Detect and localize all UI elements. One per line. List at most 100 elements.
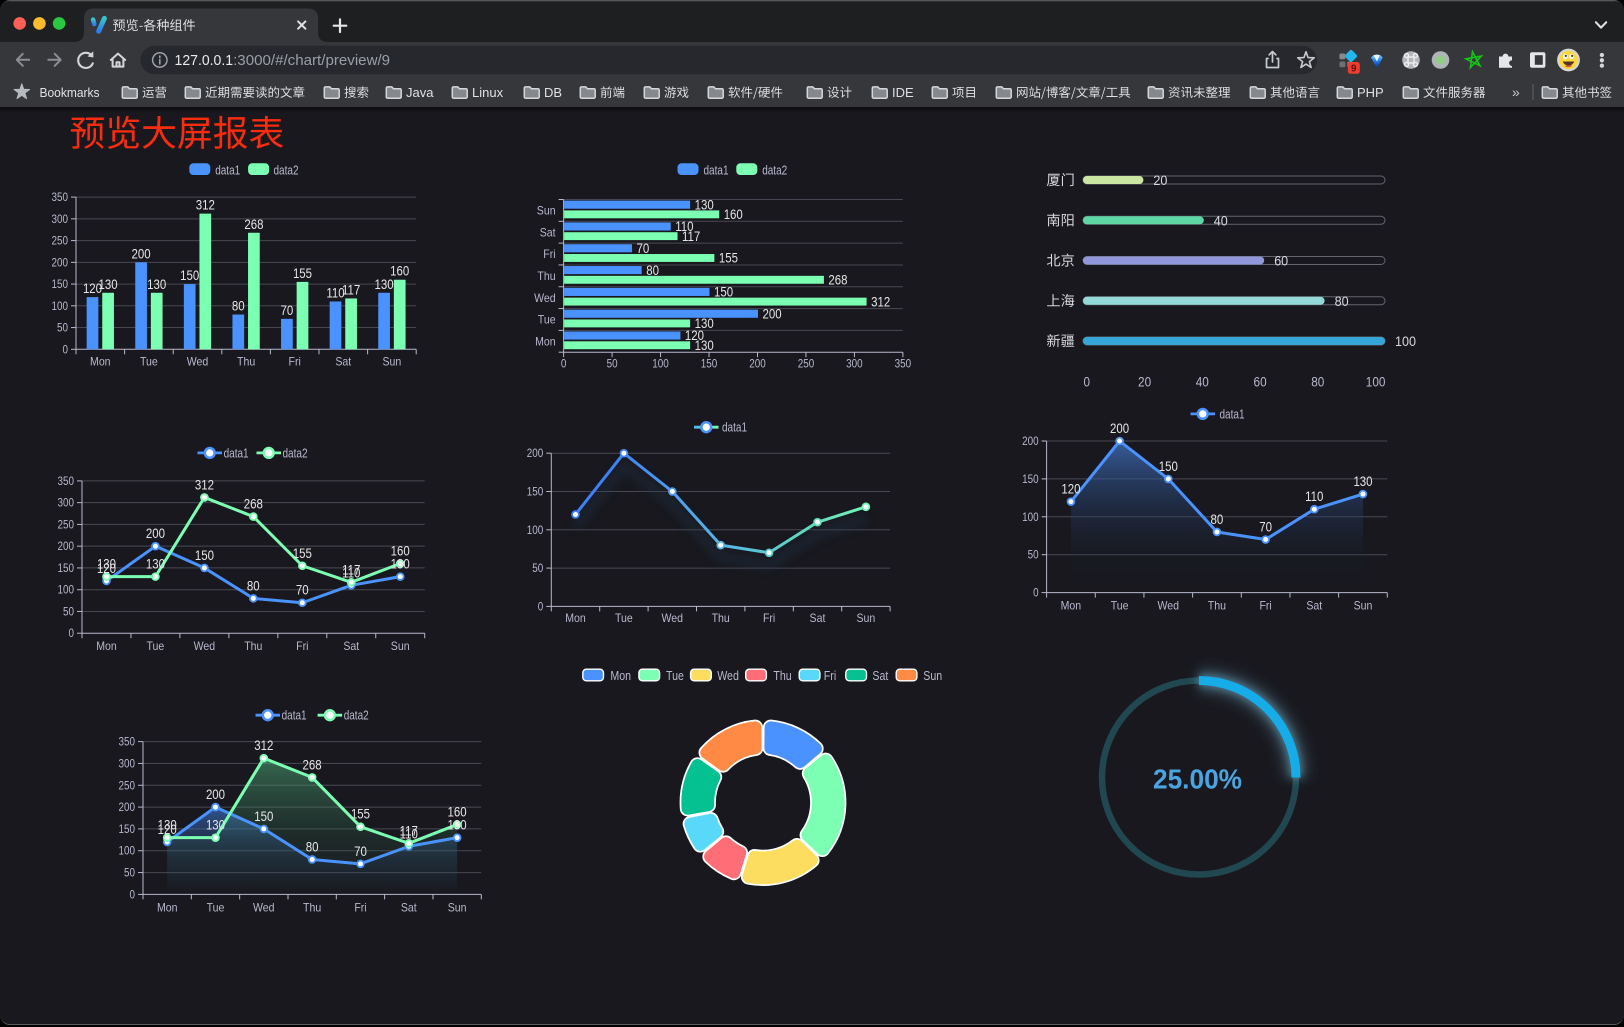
- svg-text:110: 110: [326, 286, 344, 301]
- svg-text:150: 150: [1159, 459, 1178, 474]
- svg-text:200: 200: [1022, 436, 1039, 448]
- svg-text:130: 130: [147, 277, 166, 292]
- svg-text:data1: data1: [224, 446, 249, 460]
- svg-text:110: 110: [675, 219, 693, 234]
- svg-text:Sat: Sat: [540, 225, 556, 239]
- svg-text:80: 80: [646, 263, 659, 278]
- svg-text:Wed: Wed: [1158, 598, 1180, 612]
- svg-text:110: 110: [342, 565, 360, 580]
- svg-text:DB: DB: [544, 85, 562, 100]
- svg-text:130: 130: [695, 316, 714, 331]
- svg-text:40: 40: [1214, 212, 1228, 228]
- svg-text:117: 117: [400, 823, 418, 838]
- svg-text:150: 150: [701, 358, 718, 370]
- svg-text:150: 150: [180, 268, 199, 283]
- svg-text:150: 150: [1022, 474, 1039, 486]
- svg-text:200: 200: [527, 448, 544, 460]
- svg-text:60: 60: [1274, 253, 1288, 269]
- svg-text:110: 110: [1305, 489, 1323, 504]
- svg-text:80: 80: [1211, 512, 1224, 527]
- svg-text:Sat: Sat: [1306, 598, 1322, 612]
- svg-text:Wed: Wed: [194, 639, 216, 653]
- svg-text:350: 350: [52, 192, 69, 204]
- svg-text:130: 130: [375, 277, 394, 292]
- svg-text:Fri: Fri: [296, 639, 308, 653]
- svg-text:117: 117: [682, 229, 700, 244]
- svg-text:0: 0: [538, 601, 544, 613]
- svg-text:120: 120: [97, 561, 116, 576]
- svg-text:Fri: Fri: [824, 669, 836, 683]
- svg-text:20: 20: [1138, 374, 1151, 389]
- svg-text:160: 160: [391, 544, 410, 559]
- svg-text:130: 130: [391, 557, 410, 572]
- svg-text:0: 0: [1033, 588, 1039, 600]
- svg-text:Sun: Sun: [448, 900, 467, 914]
- svg-text:Sun: Sun: [857, 611, 876, 625]
- svg-text:100: 100: [58, 585, 75, 597]
- svg-text:70: 70: [637, 241, 650, 256]
- svg-text:Mon: Mon: [565, 611, 586, 625]
- svg-text:130: 130: [158, 818, 177, 833]
- svg-text:155: 155: [293, 546, 312, 561]
- svg-text:350: 350: [119, 737, 136, 749]
- svg-text:100: 100: [119, 846, 136, 858]
- svg-text:250: 250: [798, 358, 815, 370]
- svg-text:268: 268: [244, 217, 263, 232]
- svg-text:0: 0: [1084, 374, 1091, 389]
- svg-text:150: 150: [58, 563, 75, 575]
- svg-text:130: 130: [206, 818, 225, 833]
- svg-text:300: 300: [52, 214, 69, 226]
- svg-text:Fri: Fri: [1259, 598, 1271, 612]
- svg-text:data2: data2: [274, 163, 299, 177]
- svg-text:100: 100: [527, 525, 544, 537]
- svg-text:200: 200: [206, 787, 225, 802]
- svg-text:70: 70: [354, 844, 367, 859]
- svg-text:110: 110: [400, 826, 418, 841]
- svg-text:PHP: PHP: [1357, 85, 1384, 100]
- svg-text:200: 200: [58, 541, 75, 553]
- svg-text:Wed: Wed: [662, 611, 684, 625]
- svg-text:20: 20: [1153, 172, 1167, 188]
- svg-text:117: 117: [342, 282, 360, 297]
- svg-text:100: 100: [1366, 374, 1386, 389]
- svg-text:200: 200: [52, 257, 69, 269]
- svg-text:Thu: Thu: [244, 639, 262, 653]
- svg-text:Thu: Thu: [1208, 598, 1226, 612]
- svg-text:50: 50: [532, 563, 543, 575]
- svg-text:130: 130: [97, 557, 116, 572]
- svg-text:312: 312: [195, 477, 214, 492]
- svg-text:0: 0: [561, 358, 567, 370]
- svg-text:Mon: Mon: [90, 355, 111, 369]
- svg-text:50: 50: [124, 868, 135, 880]
- svg-text:25.00%: 25.00%: [1153, 764, 1242, 795]
- svg-text:data2: data2: [283, 446, 308, 460]
- svg-text:0: 0: [130, 889, 136, 901]
- svg-text:Fri: Fri: [543, 247, 555, 261]
- svg-text:300: 300: [58, 498, 75, 510]
- svg-text:160: 160: [448, 805, 467, 820]
- svg-text:Tue: Tue: [140, 355, 158, 369]
- svg-text:100: 100: [652, 358, 669, 370]
- svg-text:»: »: [1512, 84, 1520, 100]
- svg-text:350: 350: [58, 476, 75, 488]
- svg-text:155: 155: [719, 251, 738, 266]
- svg-text:Sun: Sun: [537, 204, 556, 218]
- svg-text:150: 150: [254, 809, 273, 824]
- svg-text:300: 300: [846, 358, 863, 370]
- svg-text:350: 350: [895, 358, 912, 370]
- svg-text:data1: data1: [704, 163, 729, 177]
- svg-text:250: 250: [119, 780, 136, 792]
- svg-text:80: 80: [247, 578, 260, 593]
- svg-text:200: 200: [763, 306, 782, 321]
- svg-text:data1: data1: [722, 421, 747, 435]
- svg-text:50: 50: [607, 358, 618, 370]
- svg-text:120: 120: [1061, 482, 1080, 497]
- svg-text:0: 0: [69, 628, 75, 640]
- svg-text:Tue: Tue: [666, 669, 684, 683]
- svg-text:50: 50: [57, 323, 68, 335]
- svg-text:312: 312: [196, 198, 215, 213]
- svg-text:80: 80: [306, 840, 319, 855]
- svg-text:0: 0: [63, 344, 69, 356]
- svg-text:80: 80: [1311, 374, 1324, 389]
- svg-text:150: 150: [714, 285, 733, 300]
